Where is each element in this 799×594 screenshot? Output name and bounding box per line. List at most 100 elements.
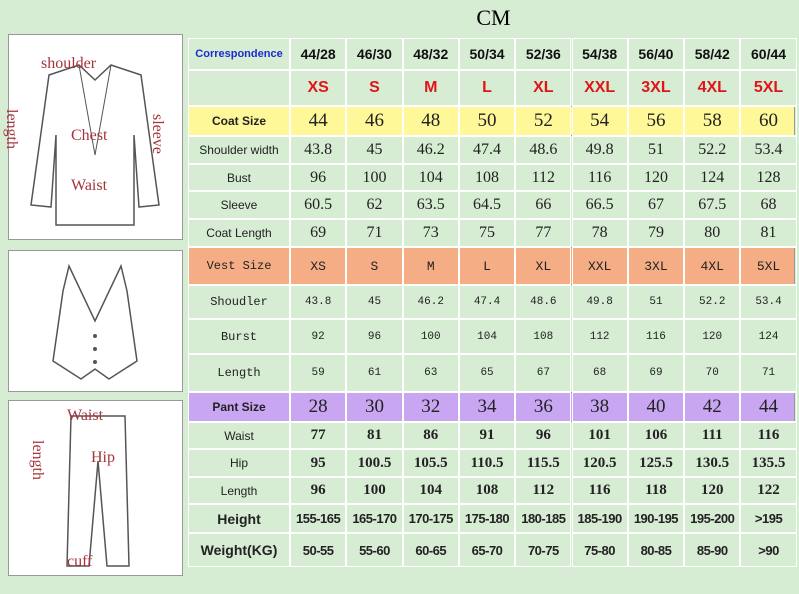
cell: 44 bbox=[290, 106, 347, 136]
cell: 55-60 bbox=[346, 533, 403, 567]
coat-sketch bbox=[30, 64, 160, 226]
cell: 50/34 bbox=[458, 38, 516, 70]
cell: 62 bbox=[346, 191, 403, 219]
cell: 108 bbox=[458, 477, 516, 504]
cell: 79 bbox=[627, 219, 685, 247]
cell: 43.8 bbox=[290, 285, 347, 319]
cell: 48/32 bbox=[402, 38, 459, 70]
cell: 67 bbox=[515, 354, 572, 392]
cell: 54/38 bbox=[571, 38, 628, 70]
cell: 51 bbox=[627, 285, 685, 319]
cell: 112 bbox=[515, 164, 572, 191]
cell: 43.8 bbox=[290, 136, 347, 164]
cell: 135.5 bbox=[740, 449, 797, 477]
cell: XL bbox=[515, 70, 572, 106]
cell: 124 bbox=[740, 319, 797, 354]
row-label bbox=[188, 70, 290, 106]
cell: 124 bbox=[684, 164, 741, 191]
cell: 104 bbox=[402, 477, 459, 504]
vest-figure bbox=[8, 250, 183, 392]
cell: 42 bbox=[684, 392, 741, 422]
cell: 110.5 bbox=[458, 449, 516, 477]
vest-sketch bbox=[52, 263, 138, 380]
cell: 64.5 bbox=[458, 191, 516, 219]
cell: XS bbox=[290, 247, 347, 285]
cell: 58/42 bbox=[684, 38, 741, 70]
cell: 5XL bbox=[740, 70, 797, 106]
cell: 100 bbox=[346, 477, 403, 504]
cell: 46.2 bbox=[402, 136, 459, 164]
row-label: Hip bbox=[188, 449, 290, 477]
cell: 195-200 bbox=[684, 504, 741, 533]
row-label: Sleeve bbox=[188, 191, 290, 219]
cell: 3XL bbox=[627, 247, 685, 285]
cell: 118 bbox=[627, 477, 685, 504]
row-label: Vest Size bbox=[188, 247, 290, 285]
cell: 52.2 bbox=[684, 285, 741, 319]
cell: 155-165 bbox=[290, 504, 347, 533]
cell: 86 bbox=[402, 422, 459, 449]
cell: 96 bbox=[515, 422, 572, 449]
cell: 128 bbox=[740, 164, 797, 191]
cell: 116 bbox=[740, 422, 797, 449]
cell: 190-195 bbox=[627, 504, 685, 533]
cell: 77 bbox=[290, 422, 347, 449]
coat-figure: shoulder length sleeve Chest Waist bbox=[3, 34, 183, 240]
cell: 106 bbox=[627, 422, 685, 449]
cell: 5XL bbox=[740, 247, 797, 285]
cell: M bbox=[402, 247, 459, 285]
figure-label: shoulder bbox=[41, 55, 97, 72]
row-label: Shoudler bbox=[188, 285, 290, 319]
cell: 81 bbox=[740, 219, 797, 247]
cell: 111 bbox=[684, 422, 741, 449]
cell: 104 bbox=[458, 319, 516, 354]
cell: 100.5 bbox=[346, 449, 403, 477]
cell: 44 bbox=[740, 392, 797, 422]
cell: 48.6 bbox=[515, 136, 572, 164]
figure-label: Hip bbox=[91, 449, 115, 466]
cell: 80-85 bbox=[627, 533, 685, 567]
cell: 100 bbox=[402, 319, 459, 354]
row-label: Height bbox=[188, 504, 290, 533]
cell: 45 bbox=[346, 285, 403, 319]
cell: 47.4 bbox=[458, 136, 516, 164]
cell: 49.8 bbox=[571, 285, 628, 319]
cell: 49.8 bbox=[571, 136, 628, 164]
cell: 116 bbox=[571, 164, 628, 191]
cell: 75 bbox=[458, 219, 516, 247]
cell: 52.2 bbox=[684, 136, 741, 164]
cell: 73 bbox=[402, 219, 459, 247]
cell: 104 bbox=[402, 164, 459, 191]
row-label: Coat Size bbox=[188, 106, 290, 136]
cell: 116 bbox=[571, 477, 628, 504]
row-label: Waist bbox=[188, 422, 290, 449]
cell: 80 bbox=[684, 219, 741, 247]
cell: S bbox=[346, 70, 403, 106]
cell: L bbox=[458, 247, 516, 285]
cell: 56 bbox=[627, 106, 685, 136]
cell: 40 bbox=[627, 392, 685, 422]
cell: 53.4 bbox=[740, 285, 797, 319]
cell: 48 bbox=[402, 106, 459, 136]
row-label: Weight(KG) bbox=[188, 533, 290, 567]
cell: 48.6 bbox=[515, 285, 572, 319]
cell: 105.5 bbox=[402, 449, 459, 477]
cell: XXL bbox=[571, 247, 628, 285]
cell: 120 bbox=[627, 164, 685, 191]
cell: XL bbox=[515, 247, 572, 285]
cell: 120.5 bbox=[571, 449, 628, 477]
cell: 116 bbox=[627, 319, 685, 354]
cell: 66.5 bbox=[571, 191, 628, 219]
cell: M bbox=[402, 70, 459, 106]
row-label: Burst bbox=[188, 319, 290, 354]
cell: L bbox=[458, 70, 516, 106]
cell: 47.4 bbox=[458, 285, 516, 319]
cell: 68 bbox=[571, 354, 628, 392]
cell: 50 bbox=[458, 106, 516, 136]
cell: 112 bbox=[571, 319, 628, 354]
cell: 92 bbox=[290, 319, 347, 354]
cell: 120 bbox=[684, 319, 741, 354]
cell: 95 bbox=[290, 449, 347, 477]
cell: 54 bbox=[571, 106, 628, 136]
cell: 96 bbox=[346, 319, 403, 354]
